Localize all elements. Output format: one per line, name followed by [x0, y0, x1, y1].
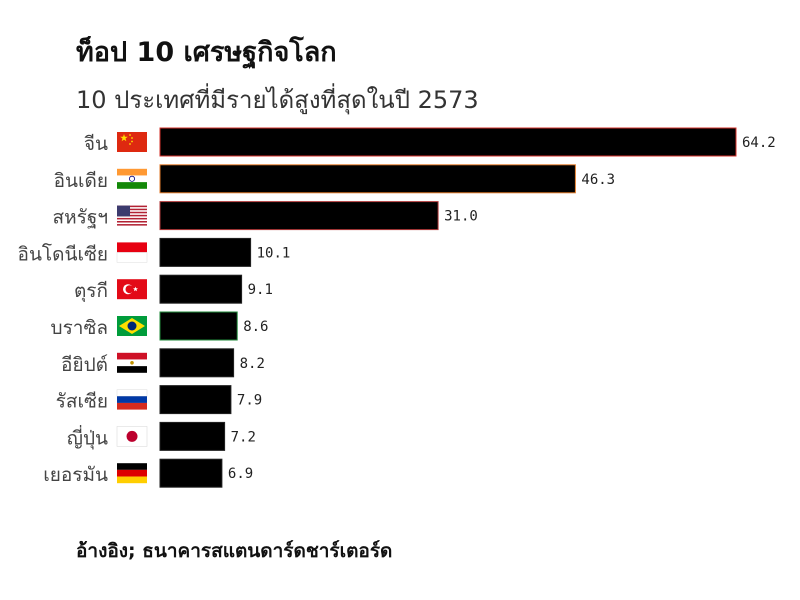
bar	[159, 458, 223, 488]
value-label: 7.9	[237, 393, 262, 409]
bar	[159, 201, 439, 231]
usa-flag-icon	[117, 205, 147, 226]
source-note: อ้างอิง; ธนาคารสแตนดาร์ดชาร์เตอร์ด	[76, 540, 393, 562]
value-label: 8.2	[240, 356, 265, 372]
germany-flag-icon	[117, 463, 147, 484]
category-label: อียิปต์	[61, 354, 108, 376]
value-label: 46.3	[581, 172, 615, 188]
india-flag-icon	[117, 168, 147, 189]
category-label: ตุรกี	[74, 280, 108, 303]
category-label: จีน	[84, 133, 108, 155]
category-label: สหรัฐฯ	[53, 207, 108, 229]
brazil-flag-icon	[117, 316, 147, 336]
value-label: 7.2	[231, 429, 256, 445]
indonesia-flag-icon	[116, 242, 148, 263]
bar	[159, 385, 232, 415]
turkey-flag-icon	[117, 279, 147, 300]
category-label: อินเดีย	[54, 170, 108, 192]
bar	[159, 311, 238, 341]
value-label: 9.1	[248, 282, 273, 298]
value-label: 10.1	[257, 245, 291, 261]
value-label: 6.9	[228, 466, 253, 482]
bar	[159, 348, 235, 378]
japan-flag-icon	[116, 426, 148, 447]
value-label: 31.0	[444, 209, 478, 225]
bar	[159, 127, 737, 157]
category-label: บราซิล	[51, 317, 108, 339]
bar	[159, 237, 252, 267]
russia-flag-icon	[116, 389, 148, 410]
value-label: 64.2	[742, 135, 776, 151]
bar	[159, 164, 576, 194]
value-label: 8.6	[243, 319, 268, 335]
bar-chart: จีน 64.2 อินเดีย 46.3 สหรัฐฯ 31.0 อินโดนีเซีย 1…	[18, 127, 776, 488]
category-label: ญี่ปุ่น	[67, 424, 108, 450]
category-label: อินโดนีเซีย	[18, 242, 108, 265]
chart-subtitle: 10 ประเทศที่มีรายได้สูงที่สุดในปี 2573	[76, 86, 479, 114]
egypt-flag-icon	[117, 352, 147, 373]
bar	[159, 421, 226, 451]
bar	[159, 274, 243, 304]
category-label: รัสเซีย	[56, 391, 108, 413]
china-flag-icon	[117, 132, 147, 152]
chart-title: ท็อป 10 เศรษฐกิจโลก	[76, 37, 337, 68]
category-label: เยอรมัน	[43, 464, 108, 486]
